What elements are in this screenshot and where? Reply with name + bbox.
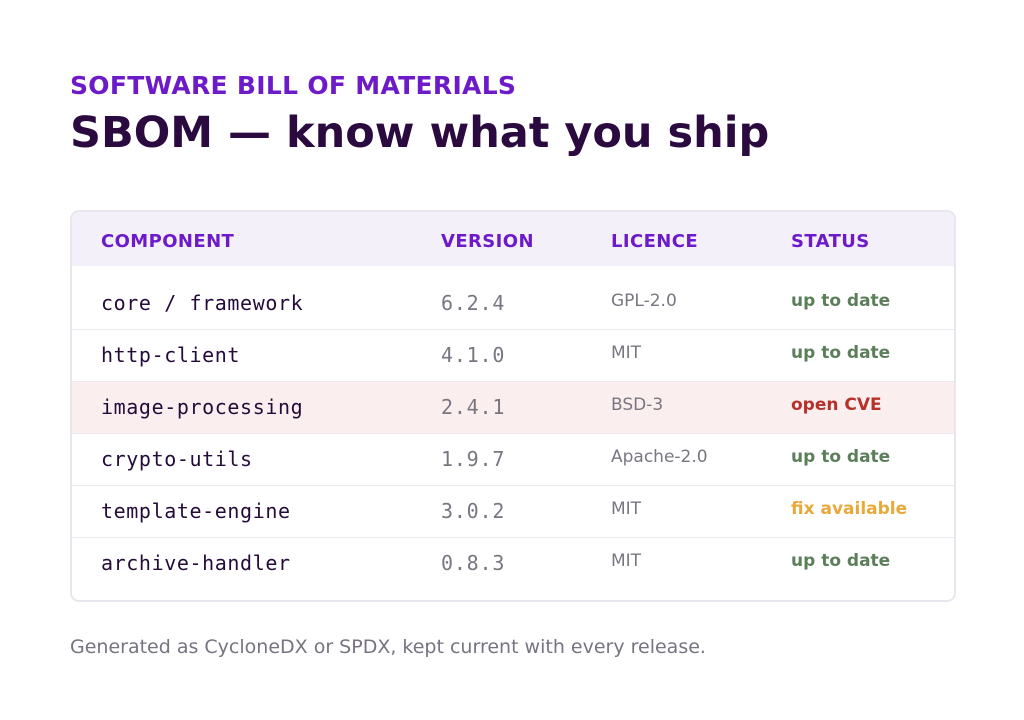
row-divider [72, 485, 954, 486]
version-cell: 2.4.1 [441, 395, 506, 419]
status-cell: up to date [791, 291, 891, 311]
component-cell: image-processing [101, 395, 304, 419]
column-header-version: VERSION [441, 231, 534, 252]
licence-cell: GPL-2.0 [611, 291, 677, 311]
status-cell: up to date [791, 447, 891, 467]
footnote: Generated as CycloneDX or SPDX, kept cur… [70, 636, 706, 658]
licence-cell: MIT [611, 343, 642, 363]
component-cell: template-engine [101, 499, 291, 523]
component-cell: http-client [101, 343, 241, 367]
table-row: archive-handler 0.8.3 MIT up to date [72, 538, 954, 590]
page-title: SBOM — know what you ship [70, 108, 770, 158]
licence-cell: Apache-2.0 [611, 447, 708, 467]
status-cell: up to date [791, 551, 891, 571]
column-header-licence: LICENCE [611, 231, 699, 252]
version-cell: 4.1.0 [441, 343, 506, 367]
version-cell: 1.9.7 [441, 447, 506, 471]
table-row: http-client 4.1.0 MIT up to date [72, 330, 954, 382]
status-cell: fix available [791, 499, 908, 519]
column-header-status: STATUS [791, 231, 870, 252]
table-header: COMPONENT VERSION LICENCE STATUS [72, 212, 954, 266]
version-cell: 0.8.3 [441, 551, 506, 575]
version-cell: 6.2.4 [441, 291, 506, 315]
component-cell: crypto-utils [101, 447, 253, 471]
status-cell: up to date [791, 343, 891, 363]
status-cell: open CVE [791, 395, 882, 415]
row-divider [72, 433, 954, 434]
licence-cell: BSD-3 [611, 395, 664, 415]
sbom-table: COMPONENT VERSION LICENCE STATUS core / … [70, 210, 956, 602]
licence-cell: MIT [611, 499, 642, 519]
column-header-component: COMPONENT [101, 231, 235, 252]
row-divider [72, 537, 954, 538]
row-divider [72, 329, 954, 330]
table-row: image-processing 2.4.1 BSD-3 open CVE [72, 382, 954, 434]
table-row: template-engine 3.0.2 MIT fix available [72, 486, 954, 538]
licence-cell: MIT [611, 551, 642, 571]
component-cell: archive-handler [101, 551, 291, 575]
table-row: crypto-utils 1.9.7 Apache-2.0 up to date [72, 434, 954, 486]
version-cell: 3.0.2 [441, 499, 506, 523]
row-divider [72, 381, 954, 382]
eyebrow-label: SOFTWARE BILL OF MATERIALS [70, 71, 517, 100]
table-row: core / framework 6.2.4 GPL-2.0 up to date [72, 278, 954, 330]
component-cell: core / framework [101, 291, 304, 315]
